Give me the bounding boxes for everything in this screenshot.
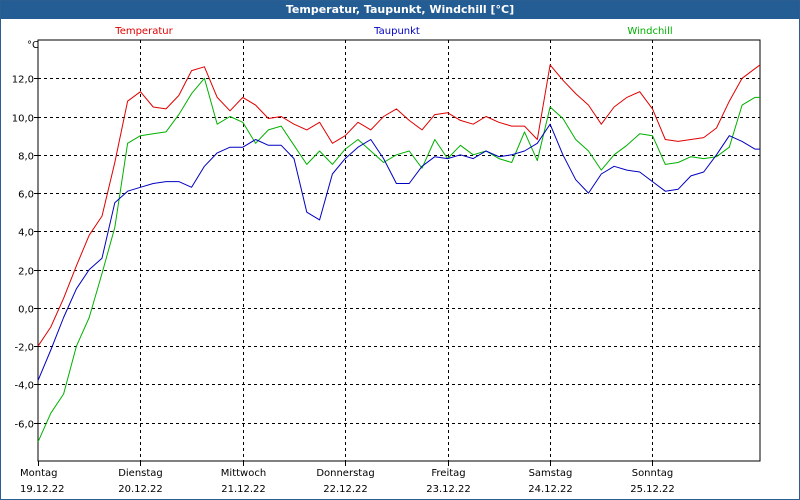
legend-entry-temperatur: Temperatur (114, 26, 173, 37)
y-axis: -6,0 -4,0 -2,0 0,0 2,0 4,0 6,0 8,0 10,0 12,0 (12, 75, 38, 431)
x-tick-day-label: Samstag (529, 468, 573, 479)
y-tick-label: 2,0 (18, 267, 34, 278)
x-tick-day-label: Dienstag (118, 468, 163, 479)
y-tick-label: 10,0 (12, 114, 34, 125)
x-tick-day-label: Montag (20, 468, 57, 479)
y-tick-label: -2,0 (14, 343, 34, 354)
x-tick-date-label: 19.12.22 (20, 484, 65, 495)
series-line-temperatur (37, 64, 761, 347)
x-tick-date-label: 21.12.22 (221, 484, 266, 495)
y-tick-label: 8,0 (18, 152, 34, 163)
grid-lines (38, 40, 760, 461)
x-tick-date-label: 23.12.22 (426, 484, 471, 495)
x-tick-date-label: 25.12.22 (630, 484, 675, 495)
series-line-taupunkt (37, 123, 760, 381)
x-tick-day-label: Freitag (431, 468, 465, 479)
window-title: Temperatur, Taupunkt, Windchill [°C] (1, 1, 799, 19)
y-tick-label: -6,0 (14, 420, 34, 431)
y-tick-label: 0,0 (18, 305, 34, 316)
legend-entry-windchill: Windchill (627, 26, 672, 37)
x-tick-day-label: Sonntag (632, 468, 674, 479)
y-tick-label: 4,0 (18, 228, 34, 239)
y-tick-label: 12,0 (12, 75, 34, 86)
plot-area-border (37, 39, 761, 462)
x-tick-date-label: 20.12.22 (118, 484, 163, 495)
y-axis-label: °C (27, 40, 39, 51)
legend-entry-taupunkt: Taupunkt (373, 26, 420, 37)
x-tick-day-label: Donnerstag (316, 468, 374, 479)
series-lines (37, 64, 761, 443)
x-tick-day-label: Mittwoch (221, 468, 266, 479)
series-line-windchill (37, 77, 760, 443)
y-tick-label: 6,0 (18, 190, 34, 201)
legend: Temperatur Taupunkt Windchill (114, 26, 672, 37)
y-tick-label: -4,0 (14, 381, 34, 392)
x-tick-date-label: 24.12.22 (528, 484, 573, 495)
x-axis: Montag 19.12.22 Dienstag 20.12.22 Mittwoch 21… (20, 461, 675, 495)
x-tick-date-label: 22.12.22 (323, 484, 368, 495)
